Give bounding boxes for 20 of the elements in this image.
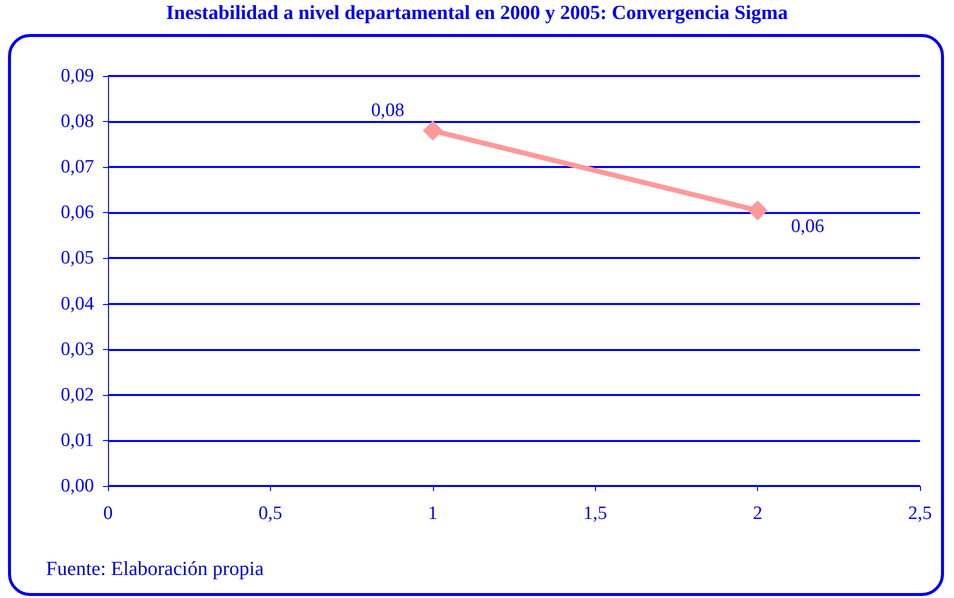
- y-tick-label: 0,08: [60, 111, 94, 132]
- x-tick-label: 1: [428, 503, 438, 524]
- y-tick-label: 0,00: [60, 476, 94, 496]
- y-tick-label: 0,03: [60, 338, 94, 360]
- x-tick-label: 2,5: [908, 503, 932, 524]
- source-note: Fuente: Elaboración propia: [46, 558, 264, 581]
- x-tick-label: 0: [103, 503, 113, 524]
- y-tick-label: 0,09: [60, 66, 94, 86]
- x-tick-label: 2: [752, 503, 762, 524]
- data-label: 0,06: [790, 216, 824, 237]
- chart-title: Inestabilidad a nivel departamental en 2000 y 2005: Convergencia Sigma: [165, 2, 789, 25]
- y-tick-label: 0,07: [60, 156, 94, 178]
- x-tick-label: 0,5: [258, 503, 282, 524]
- x-tick-label: 1,5: [583, 503, 608, 524]
- y-tick-label: 0,05: [60, 248, 94, 269]
- y-tick-label: 0,06: [60, 202, 94, 224]
- data-label: 0,08: [371, 100, 404, 122]
- y-tick-label: 0,04: [60, 293, 94, 314]
- y-tick-label: 0,01: [60, 430, 94, 451]
- y-tick-label: 0,02: [60, 384, 94, 406]
